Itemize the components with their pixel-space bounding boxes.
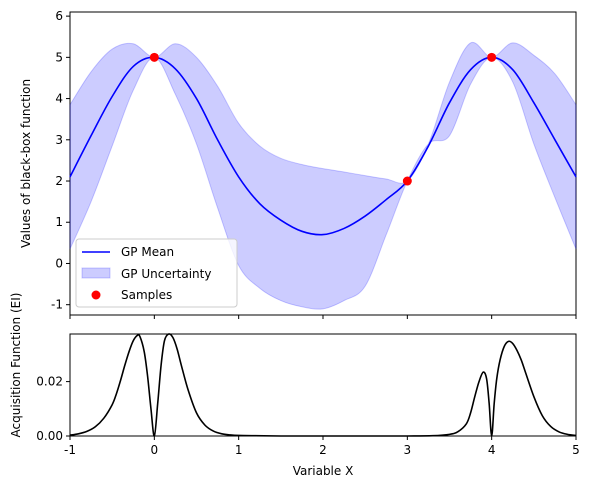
legend-gp-uncertainty-label: GP Uncertainty [121, 267, 211, 281]
acquisition-panel: -1 0 1 2 3 4 5 0.00 0.02 Acquisition Function (… [9, 293, 580, 478]
y-tick-label: 6 [55, 9, 63, 23]
y-tick-label: 1 [55, 215, 63, 229]
y-tick-label: 0.02 [36, 375, 63, 389]
sample-point [487, 52, 497, 62]
acquisition-y-ticks: 0.00 0.02 [36, 375, 70, 443]
x-tick-label: 3 [404, 443, 412, 457]
gp-uncertainty-band [69, 41, 577, 310]
x-tick-label: 2 [319, 443, 327, 457]
legend-gp-mean-label: GP Mean [121, 245, 174, 259]
x-tick-label: 0 [151, 443, 159, 457]
gp-y-axis-label: Values of black-box function [19, 79, 33, 248]
sample-point [402, 176, 412, 186]
x-tick-label: 1 [235, 443, 243, 457]
y-tick-label: 3 [55, 133, 63, 147]
x-tick-label: 5 [572, 443, 580, 457]
y-tick-label: 0.00 [36, 429, 63, 443]
y-tick-label: 4 [55, 92, 63, 106]
x-tick-label: 4 [488, 443, 496, 457]
samples-layer [149, 52, 497, 186]
y-tick-label: 5 [55, 50, 63, 64]
legend: GP Mean GP Uncertainty Samples [75, 238, 238, 308]
legend-samples-label: Samples [121, 288, 172, 302]
y-tick-label: 2 [55, 174, 63, 188]
x-tick-label: -1 [64, 443, 76, 457]
legend-box [75, 238, 238, 308]
y-tick-label: 0 [55, 256, 63, 270]
legend-samples-swatch [91, 290, 101, 300]
ei-curve [69, 333, 577, 437]
gp-panel: -1 0 1 2 3 4 5 6 Values of black-box function G… [19, 9, 577, 319]
x-axis-label: Variable X [293, 464, 354, 478]
sample-point [149, 52, 159, 62]
acquisition-plot-area [69, 333, 577, 437]
acquisition-curve-layer [69, 333, 577, 437]
gp-y-ticks: -1 0 1 2 3 4 5 6 [51, 9, 70, 312]
acquisition-x-ticks: -1 0 1 2 3 4 5 [64, 436, 580, 457]
gp-x-ticks [69, 315, 577, 319]
legend-gp-uncertainty-swatch [81, 267, 111, 279]
gp-uncertainty-layer [69, 41, 577, 310]
y-tick-label: -1 [51, 298, 63, 312]
acquisition-y-axis-label: Acquisition Function (EI) [9, 293, 23, 438]
